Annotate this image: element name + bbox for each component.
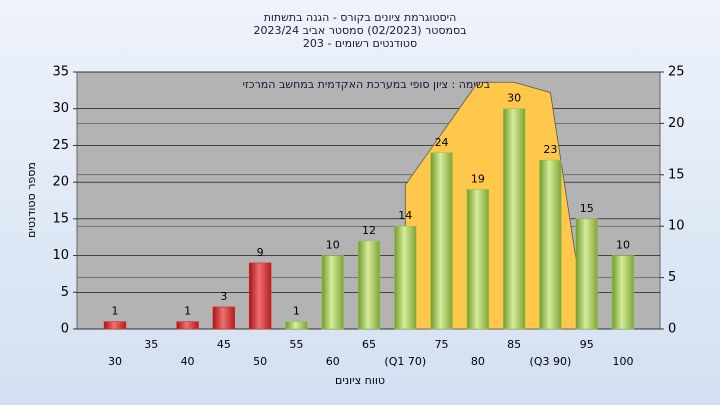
x-tick-label: 95 xyxy=(580,338,594,351)
bar xyxy=(539,159,562,330)
bar xyxy=(611,255,635,330)
value-label: 10 xyxy=(616,239,630,252)
y-tick-label: 35 xyxy=(52,65,69,80)
y-tick-label: 15 xyxy=(52,211,69,226)
value-label: 10 xyxy=(326,239,340,252)
bar xyxy=(575,218,598,330)
title-line: סטודנטים רשומים - 203 xyxy=(303,37,417,50)
bar xyxy=(357,240,381,330)
x-tick-label: 50 xyxy=(253,355,267,368)
y2-tick-label: 0 xyxy=(668,322,676,337)
x-tick-label: (Q1 70) xyxy=(384,355,426,368)
y2-tick-label: 5 xyxy=(668,270,676,285)
y2-tick-label: 10 xyxy=(668,219,685,234)
y-tick-label: 25 xyxy=(52,138,69,153)
bar xyxy=(394,225,417,330)
bar xyxy=(466,189,490,330)
value-label: 14 xyxy=(398,209,412,222)
y-axis-label: מספר סטודנטים xyxy=(25,162,38,238)
x-tick-label: 30 xyxy=(108,355,122,368)
bar xyxy=(103,321,127,330)
value-label: 1 xyxy=(112,305,119,318)
value-label: 19 xyxy=(471,172,485,185)
bar xyxy=(176,321,199,330)
bar xyxy=(212,306,236,330)
y-tick-label: 30 xyxy=(52,101,69,116)
y2-tick-label: 15 xyxy=(668,167,685,182)
x-tick-label: 75 xyxy=(435,338,449,351)
y2-tick-label: 25 xyxy=(668,65,685,80)
title-line: היסטוגרמת ציונים בקורס - הגנה בתשתות xyxy=(264,11,457,24)
x-axis-label: טווח ציונים xyxy=(335,374,385,387)
x-tick-label: 80 xyxy=(471,355,485,368)
x-tick-label: 85 xyxy=(507,338,521,351)
bar xyxy=(285,321,308,330)
y-tick-label: 10 xyxy=(52,248,69,263)
y-tick-label: 20 xyxy=(52,175,69,190)
x-tick-label: (Q3 90) xyxy=(530,355,572,368)
y-tick-label: 0 xyxy=(61,322,69,337)
x-tick-label: 40 xyxy=(181,355,195,368)
bar xyxy=(248,262,272,330)
value-label: 24 xyxy=(435,136,449,149)
x-tick-label: 35 xyxy=(144,338,158,351)
y2-tick-label: 20 xyxy=(668,116,685,131)
bar xyxy=(321,255,344,330)
x-tick-label: 100 xyxy=(613,355,634,368)
x-tick-label: 65 xyxy=(362,338,376,351)
bar xyxy=(502,108,526,330)
title-line: בסמסטר (02/2023) סמסטר אביב 2023/24 xyxy=(253,24,466,37)
value-label: 3 xyxy=(220,290,227,303)
annotation: בשימה : ציון סופי במערכת האקדמית במחשב ה… xyxy=(243,78,491,91)
x-tick-label: 55 xyxy=(289,338,303,351)
value-label: 1 xyxy=(184,305,191,318)
bar xyxy=(430,152,453,330)
x-tick-label: 60 xyxy=(326,355,340,368)
value-label: 9 xyxy=(257,246,264,259)
value-label: 15 xyxy=(580,202,594,215)
x-tick-label: 45 xyxy=(217,338,231,351)
value-label: 23 xyxy=(543,143,557,156)
value-label: 30 xyxy=(507,92,521,105)
value-label: 12 xyxy=(362,224,376,237)
value-label: 1 xyxy=(293,305,300,318)
y-tick-label: 5 xyxy=(61,285,69,300)
